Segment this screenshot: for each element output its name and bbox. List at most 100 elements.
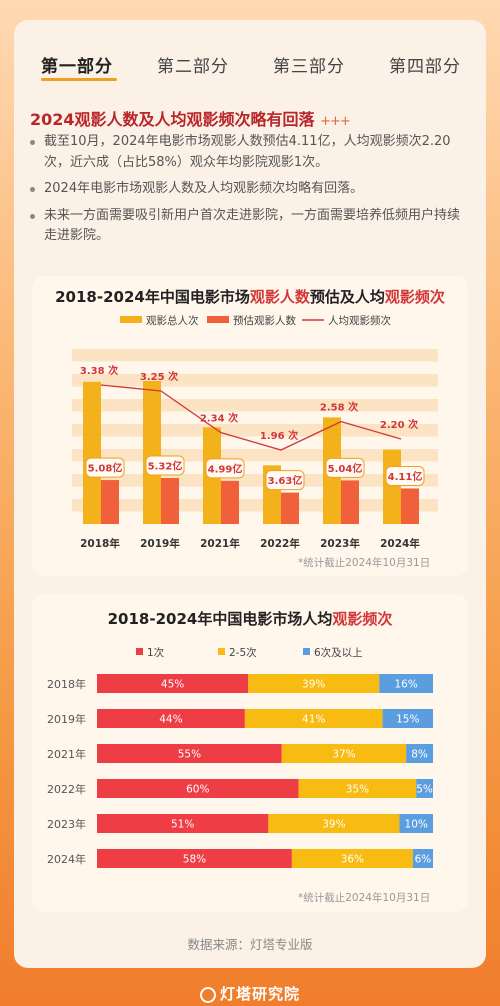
segment-data-label: 6% <box>415 854 432 866</box>
stacked-segment <box>248 674 380 693</box>
x-tick-label: 2022年 <box>260 537 300 550</box>
total-bar <box>83 381 101 524</box>
chart2-title: 2018-2024年中国电影市场人均观影频次 <box>32 608 468 629</box>
stacked-segment <box>97 744 282 763</box>
segment-data-label: 58% <box>183 854 206 866</box>
stacked-segment <box>97 849 292 868</box>
audience-data-label: 5.08亿 <box>88 462 123 475</box>
audience-label-box <box>325 457 365 478</box>
tab-part-3[interactable]: 第三部分 <box>273 57 345 77</box>
bullet-dot-icon <box>30 140 35 145</box>
audience-data-label: 3.63亿 <box>268 474 303 487</box>
audience-bar <box>221 480 239 524</box>
chart2-title-highlight: 观影频次 <box>332 610 393 628</box>
stacked-segment <box>382 709 433 728</box>
segment-data-label: 8% <box>411 749 428 761</box>
audience-data-label: 4.99亿 <box>208 462 243 475</box>
x-tick-label: 2018年 <box>80 537 120 550</box>
plot-stripe <box>72 424 438 437</box>
bullet-item: 2024年电影市场观影人数及人均观影频次均略有回落。 <box>30 179 470 200</box>
stacked-segment <box>298 779 417 798</box>
stacked-segment <box>412 849 433 868</box>
stacked-segment <box>97 779 299 798</box>
bullet-dot-icon <box>30 213 35 219</box>
y-tick-label: 2022年 <box>47 782 86 796</box>
y-tick-label: 2023年 <box>47 817 86 831</box>
legend-label: 观影总人次 <box>146 314 199 327</box>
plot-stripe <box>72 374 438 387</box>
legend-swatch <box>218 648 225 655</box>
audience-label-box <box>205 458 245 479</box>
legend-swatch <box>207 316 229 323</box>
audience-label-box <box>265 470 305 491</box>
segment-data-label: 44% <box>159 714 182 726</box>
frequency-data-label: 3.38 次 <box>80 364 118 377</box>
x-tick-label: 2019年 <box>140 537 180 550</box>
data-source: 数据来源：灯塔专业版 <box>187 937 313 952</box>
stacked-segment <box>379 674 433 693</box>
tab-part-1[interactable]: 第一部分 <box>41 57 113 77</box>
section-tabs: 第一部分 第二部分 第三部分 第四部分 <box>14 42 486 82</box>
audience-data-label: 5.32亿 <box>148 460 183 473</box>
footer-brand-name: 灯塔研究院 <box>219 985 300 1003</box>
headline-text: 2024观影人数及人均观影频次略有回落 <box>30 110 315 129</box>
tab-part-4[interactable]: 第四部分 <box>389 57 461 77</box>
audience-bar <box>281 492 299 524</box>
legend-swatch <box>136 648 143 655</box>
audience-bar <box>101 480 119 524</box>
segment-data-label: 45% <box>161 679 184 691</box>
stacked-segment <box>97 709 245 728</box>
sparkle-icon: +++ <box>320 114 351 129</box>
lighthouse-logo-icon <box>199 987 216 1003</box>
chart1-title-highlight: 观影人数 <box>249 288 310 306</box>
bullet-dot-icon <box>30 187 35 192</box>
stacked-segment <box>399 814 433 833</box>
stacked-segment <box>244 709 383 728</box>
chart1-title-part: 2018-2024年中国电影市场 <box>55 288 250 306</box>
bullet-item: 未来一方面需要吸引新用户首次走进影院，一方面需要培养低频用户持续走进影院。 <box>30 206 470 247</box>
stacked-segment <box>416 779 433 798</box>
legend-label: 6次及以上 <box>314 646 363 659</box>
section-headline: 2024观影人数及人均观影频次略有回落 +++ <box>30 106 351 130</box>
segment-data-label: 60% <box>186 784 209 796</box>
stacked-segment <box>291 849 413 868</box>
segment-data-label: 36% <box>341 854 364 866</box>
footer-brand: 灯塔研究院 <box>0 983 500 1004</box>
y-tick-label: 2021年 <box>47 747 86 761</box>
stacked-segment <box>268 814 400 833</box>
plot-stripe <box>72 399 438 412</box>
summary-bullets: 截至10月，2024年电影市场观影人数预估4.11亿，人均观影频次2.20次，近… <box>30 132 470 253</box>
y-tick-label: 2018年 <box>47 677 86 691</box>
x-tick-label: 2023年 <box>320 537 360 550</box>
segment-data-label: 39% <box>302 679 325 691</box>
audience-bar <box>161 478 179 524</box>
x-tick-label: 2021年 <box>200 537 240 550</box>
segment-data-label: 16% <box>394 679 417 691</box>
frequency-data-label: 2.58 次 <box>320 401 358 414</box>
audience-data-label: 5.04亿 <box>328 462 363 475</box>
tab-part-2[interactable]: 第二部分 <box>157 57 229 77</box>
legend-swatch <box>120 316 142 323</box>
chart1-title: 2018-2024年中国电影市场观影人数预估及人均观影频次 <box>32 286 468 307</box>
audience-data-label: 4.11亿 <box>388 470 423 483</box>
segment-data-label: 15% <box>396 714 419 726</box>
segment-data-label: 10% <box>405 819 428 831</box>
frequency-data-label: 1.96 次 <box>260 429 298 442</box>
bullet-text: 未来一方面需要吸引新用户首次走进影院，一方面需要培养低频用户持续走进影院。 <box>44 207 461 244</box>
frequency-data-label: 2.34 次 <box>200 412 238 425</box>
bullet-item: 截至10月，2024年电影市场观影人数预估4.11亿，人均观影频次2.20次，近… <box>30 132 470 173</box>
plot-stripe <box>72 349 438 362</box>
audience-label-box <box>385 465 425 486</box>
chart1-title-highlight: 观影频次 <box>384 288 445 306</box>
frequency-data-label: 3.25 次 <box>140 370 178 383</box>
audience-label-box <box>85 457 125 478</box>
segment-data-label: 35% <box>346 784 369 796</box>
chart2-note: *统计截止2024年10月31日 <box>298 892 431 904</box>
segment-data-label: 51% <box>171 819 194 831</box>
chart1-title-part: 预估及人均 <box>309 288 385 306</box>
stacked-segment <box>406 744 433 763</box>
segment-data-label: 55% <box>178 749 201 761</box>
y-tick-label: 2024年 <box>47 852 86 866</box>
active-tab-indicator <box>41 78 117 81</box>
